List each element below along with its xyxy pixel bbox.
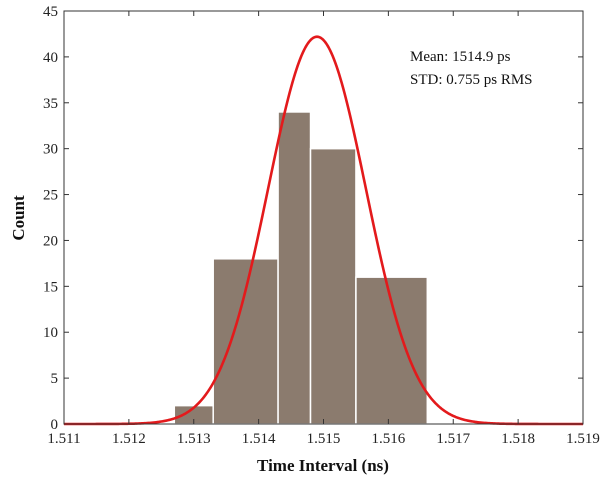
ticks-layer <box>63 10 584 425</box>
y-tick-label-3: 15 <box>43 279 58 295</box>
y-tick-label-1: 5 <box>51 371 59 387</box>
x-axis-title: Time Interval (ns) <box>257 456 389 475</box>
x-tick-label-5: 1.516 <box>372 431 406 447</box>
histogram-bar-3 <box>309 147 357 425</box>
x-tick-label-0: 1.511 <box>47 431 80 447</box>
x-tick-label-1: 1.512 <box>112 431 146 447</box>
x-tick-label-2: 1.513 <box>177 431 211 447</box>
annotation-mean: Mean: 1514.9 ps <box>410 49 511 65</box>
histogram-bar-1 <box>212 258 279 425</box>
y-tick-label-8: 40 <box>43 50 58 66</box>
y-tick-label-5: 25 <box>43 188 58 204</box>
annotation-std: STD: 0.755 ps RMS <box>410 72 533 88</box>
y-tick-label-2: 10 <box>43 325 58 341</box>
bars-layer <box>173 111 429 425</box>
histogram-bar-2 <box>277 111 312 425</box>
y-tick-label-4: 20 <box>43 233 58 249</box>
x-tick-label-3: 1.514 <box>242 431 276 447</box>
y-tick-label-6: 30 <box>43 142 58 158</box>
x-tick-label-7: 1.518 <box>501 431 535 447</box>
y-axis-title: Count <box>9 195 28 241</box>
y-tick-label-7: 35 <box>43 96 58 112</box>
y-tick-label-0: 0 <box>51 417 59 433</box>
x-tick-label-6: 1.517 <box>436 431 470 447</box>
y-tick-label-9: 45 <box>43 4 58 20</box>
labels-layer: 1.511 1.512 1.513 1.514 1.515 1.516 1.517 1.518… <box>43 4 600 447</box>
x-tick-label-8: 1.519 <box>566 431 600 447</box>
x-tick-label-4: 1.515 <box>307 431 341 447</box>
